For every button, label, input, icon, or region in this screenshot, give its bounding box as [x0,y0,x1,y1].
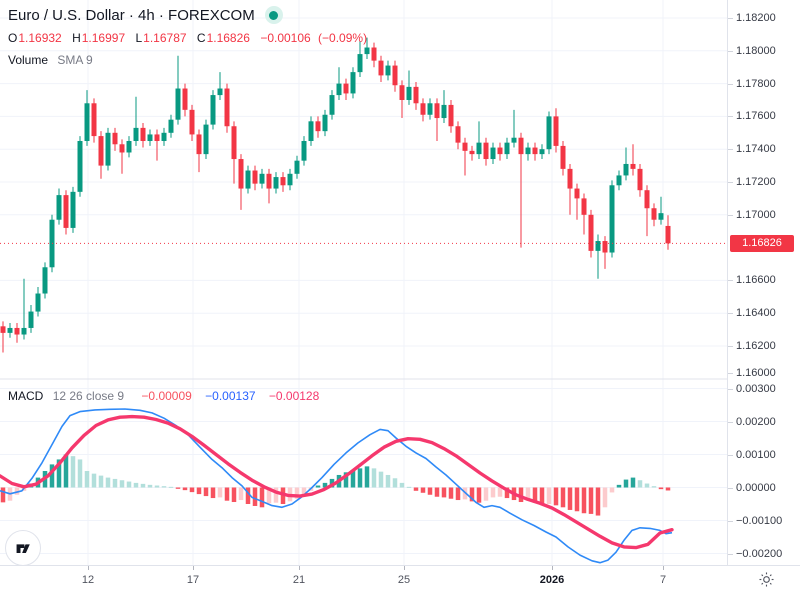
axis-tick [728,116,733,117]
time-axis-tick [404,566,405,570]
axis-tick [728,488,733,489]
axis-tick [728,373,733,374]
axis-tick [728,389,733,390]
macd-axis-label: 0.00100 [736,448,776,461]
ohlc-values-row: O1.16932 H1.16997 L1.16787 C1.16826 −0.0… [8,31,367,45]
open-value: 1.16932 [18,31,62,45]
sun-icon[interactable] [755,568,777,590]
price-axis-label: 1.16600 [736,274,776,287]
axis-tick [728,455,733,456]
axis-tick [728,182,733,183]
price-axis-label: 1.17400 [736,143,776,156]
axis-tick [728,149,733,150]
macd-axis-label: 0.00200 [736,415,776,428]
last-price-badge: 1.16826 [730,234,794,252]
close-value: 1.16826 [206,31,250,45]
time-axis-label: 21 [292,574,306,586]
price-axis-label: 1.18200 [736,12,776,24]
macd-hist-value: −0.00009 [141,389,192,403]
change-percent: (−0.09%) [318,31,368,45]
symbol-title[interactable]: Euro / U.S. Dollar · 4h · FOREXCOM [8,6,255,24]
axis-tick [728,84,733,85]
volume-label: Volume [8,53,49,67]
price-axis-label: 1.17600 [736,110,776,123]
time-axis-label: 12 [81,574,95,586]
time-axis-label: 2026 [539,574,565,586]
axis-tick [728,51,733,52]
high-value: 1.16997 [81,31,126,45]
macd-name: MACD [8,389,44,403]
time-scale[interactable]: 12 17 21 25 2026 7 [0,565,800,600]
axis-tick [728,346,733,347]
time-axis-tick [299,566,300,570]
time-axis-tick [88,566,89,570]
axis-tick [728,18,733,19]
change-value: −0.00106 [260,31,311,45]
price-axis-label: 1.17000 [736,208,776,221]
volume-sma-label: SMA 9 [57,53,93,67]
time-axis-label: 25 [397,574,411,586]
macd-axis-label: −0.00100 [736,514,783,527]
symbol-legend[interactable]: Euro / U.S. Dollar · 4h · FOREXCOM [8,6,283,24]
low-value: 1.16787 [143,31,187,45]
price-axis-label: 1.18000 [736,44,776,57]
macd-signal-value: −0.00128 [268,389,320,403]
close-label: C [196,31,206,45]
tradingview-logo-icon[interactable] [5,530,41,566]
time-axis-tick [552,566,553,570]
macd-axis-label: −0.00200 [736,547,783,560]
time-axis-label: 17 [186,574,200,586]
candlestick-series [0,37,671,353]
axis-tick [728,313,733,314]
macd-line-value: −0.00137 [205,389,256,403]
time-axis-label: 7 [659,574,667,586]
market-status-icon[interactable] [264,6,283,24]
macd-axis-label: 0.00300 [736,382,776,395]
price-axis-label: 1.17200 [736,176,776,188]
time-axis-tick [663,566,664,570]
price-axis-label: 1.16200 [736,340,776,352]
price-axis-label: 1.17800 [736,77,776,90]
time-axis-tick [193,566,194,570]
axis-tick [728,280,733,281]
low-label: L [135,31,143,45]
axis-tick [728,422,733,423]
axis-tick [728,554,733,555]
axis-tick [728,215,733,216]
price-axis-label: 1.16400 [736,307,776,320]
volume-legend[interactable]: Volume SMA 9 [8,53,93,67]
price-axis-label: 1.16000 [736,367,776,379]
price-scale[interactable]: 1.18200 1.18000 1.17800 1.17600 1.17400 1.172… [727,0,800,565]
axis-tick [728,521,733,522]
macd-params: 12 26 close 9 [52,389,125,403]
high-label: H [72,31,81,45]
open-label: O [8,31,18,45]
macd-legend[interactable]: MACD 12 26 close 9 −0.00009 −0.00137 −0.… [8,389,319,403]
macd-axis-label: 0.00000 [736,481,776,494]
macd-lines [0,408,674,564]
